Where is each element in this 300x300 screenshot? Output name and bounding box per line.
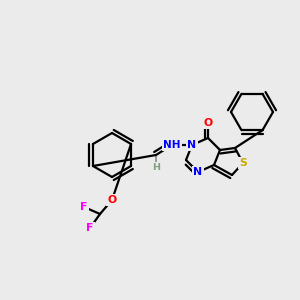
Text: F: F [86, 223, 94, 233]
Text: N: N [188, 140, 196, 150]
Text: NH: NH [163, 140, 181, 150]
Text: H: H [152, 164, 160, 172]
Text: S: S [239, 158, 247, 168]
Text: N: N [194, 167, 202, 177]
Text: O: O [107, 195, 117, 205]
Text: F: F [80, 202, 88, 212]
Text: O: O [203, 118, 213, 128]
